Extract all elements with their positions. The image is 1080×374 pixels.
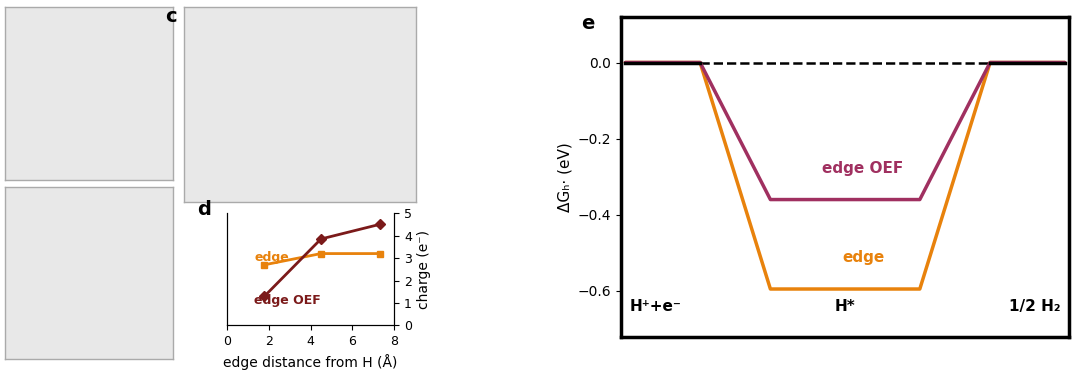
Line: edge OEF: edge OEF xyxy=(261,221,383,300)
edge OEF xyxy=(258,294,271,298)
Text: 1/2 H₂: 1/2 H₂ xyxy=(1009,299,1061,314)
Text: e: e xyxy=(581,13,594,33)
edge xyxy=(258,263,271,267)
Text: edge: edge xyxy=(842,250,885,266)
edge xyxy=(314,251,327,256)
Text: edge OEF: edge OEF xyxy=(254,294,321,307)
Text: edge OEF: edge OEF xyxy=(822,161,904,176)
X-axis label: edge distance from H (Å): edge distance from H (Å) xyxy=(224,354,397,370)
edge xyxy=(373,251,386,256)
Text: c: c xyxy=(165,7,177,27)
edge OEF xyxy=(373,222,386,227)
Line: edge: edge xyxy=(261,250,383,268)
Text: edge: edge xyxy=(254,251,288,264)
Text: d: d xyxy=(197,200,211,219)
Y-axis label: charge (e⁻): charge (e⁻) xyxy=(418,230,432,309)
Y-axis label: ΔGₕ⋅ (eV): ΔGₕ⋅ (eV) xyxy=(557,142,572,212)
Text: H⁺+e⁻: H⁺+e⁻ xyxy=(630,299,681,314)
Text: H*: H* xyxy=(835,299,855,314)
edge OEF xyxy=(314,237,327,241)
